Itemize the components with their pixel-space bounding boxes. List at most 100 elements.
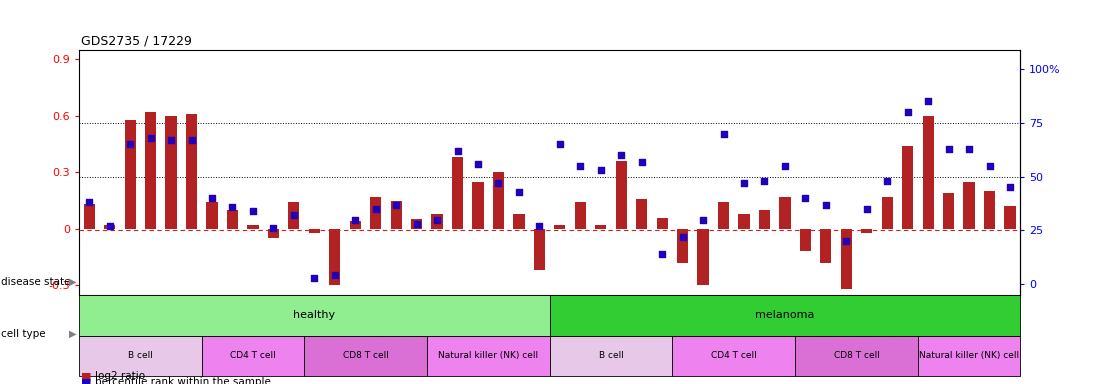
Bar (840, 229, 852, 289)
Bar (672, 336, 795, 376)
Text: GDS2735 / 17229: GDS2735 / 17229 (81, 34, 192, 47)
Text: melanoma: melanoma (755, 310, 815, 320)
Point (633, 159, 651, 165)
Text: log2 ratio: log2 ratio (95, 371, 146, 381)
Point (366, 206, 384, 212)
Point (1002, 184, 1019, 190)
Bar (185, 114, 197, 229)
Bar (227, 210, 238, 229)
Text: Natural killer (NK) cell: Natural killer (NK) cell (919, 351, 1019, 361)
Bar (759, 210, 770, 229)
Point (264, 225, 282, 231)
Bar (202, 336, 304, 376)
Text: CD4 T cell: CD4 T cell (711, 351, 757, 361)
Bar (329, 229, 340, 285)
Point (858, 206, 875, 212)
Bar (1005, 206, 1016, 229)
Text: healthy: healthy (293, 310, 336, 320)
Bar (656, 217, 668, 229)
Text: cell type: cell type (1, 329, 46, 339)
Point (489, 180, 507, 186)
Point (654, 251, 671, 257)
Point (960, 146, 977, 152)
Bar (247, 225, 259, 229)
Point (347, 217, 364, 223)
Point (245, 208, 262, 214)
Point (694, 217, 712, 223)
Bar (308, 229, 320, 233)
Bar (427, 336, 550, 376)
Point (919, 98, 937, 104)
Point (756, 178, 773, 184)
Point (449, 148, 466, 154)
Bar (963, 182, 974, 229)
Point (224, 204, 241, 210)
Text: B cell: B cell (128, 351, 152, 361)
Bar (800, 229, 811, 252)
Text: B cell: B cell (599, 351, 623, 361)
Bar (145, 112, 156, 229)
Bar (923, 116, 934, 229)
Point (470, 161, 487, 167)
Bar (821, 229, 832, 263)
Point (408, 221, 426, 227)
Bar (206, 202, 217, 229)
Text: ▶: ▶ (69, 277, 77, 287)
Bar (779, 197, 791, 229)
Text: ■: ■ (81, 377, 92, 384)
Bar (554, 225, 565, 229)
Point (796, 195, 814, 201)
Point (777, 163, 794, 169)
Bar (882, 197, 893, 229)
Bar (79, 295, 550, 336)
Bar (615, 161, 626, 229)
Point (531, 223, 548, 229)
Bar (268, 229, 279, 238)
Point (285, 212, 303, 218)
Point (735, 180, 753, 186)
Bar (304, 336, 427, 376)
Text: disease state: disease state (1, 277, 70, 287)
Bar (452, 157, 463, 229)
Point (817, 202, 835, 208)
Point (387, 202, 405, 208)
Point (898, 109, 916, 115)
Point (122, 141, 139, 147)
Point (101, 223, 118, 229)
Point (879, 178, 896, 184)
Bar (984, 191, 995, 229)
Point (572, 163, 589, 169)
Text: CD4 T cell: CD4 T cell (230, 351, 275, 361)
Text: ▶: ▶ (69, 329, 77, 339)
Point (592, 167, 610, 173)
Bar (391, 200, 402, 229)
Point (981, 163, 998, 169)
Bar (902, 146, 914, 229)
Bar (550, 295, 1020, 336)
Point (80, 199, 98, 205)
Bar (918, 336, 1020, 376)
Bar (861, 229, 872, 233)
Bar (125, 119, 136, 229)
Bar (550, 336, 672, 376)
Bar (596, 225, 607, 229)
Bar (795, 336, 918, 376)
Bar (411, 219, 422, 229)
Text: Natural killer (NK) cell: Natural killer (NK) cell (438, 351, 539, 361)
Bar (289, 202, 299, 229)
Bar (166, 116, 177, 229)
Point (551, 141, 568, 147)
Bar (943, 193, 954, 229)
Bar (431, 214, 443, 229)
Text: percentile rank within the sample: percentile rank within the sample (95, 377, 271, 384)
Point (715, 131, 733, 137)
Bar (79, 336, 202, 376)
Bar (738, 214, 749, 229)
Point (142, 135, 159, 141)
Point (837, 238, 855, 244)
Bar (698, 229, 709, 285)
Point (674, 234, 691, 240)
Bar (473, 182, 484, 229)
Text: ■: ■ (81, 371, 92, 381)
Bar (575, 202, 586, 229)
